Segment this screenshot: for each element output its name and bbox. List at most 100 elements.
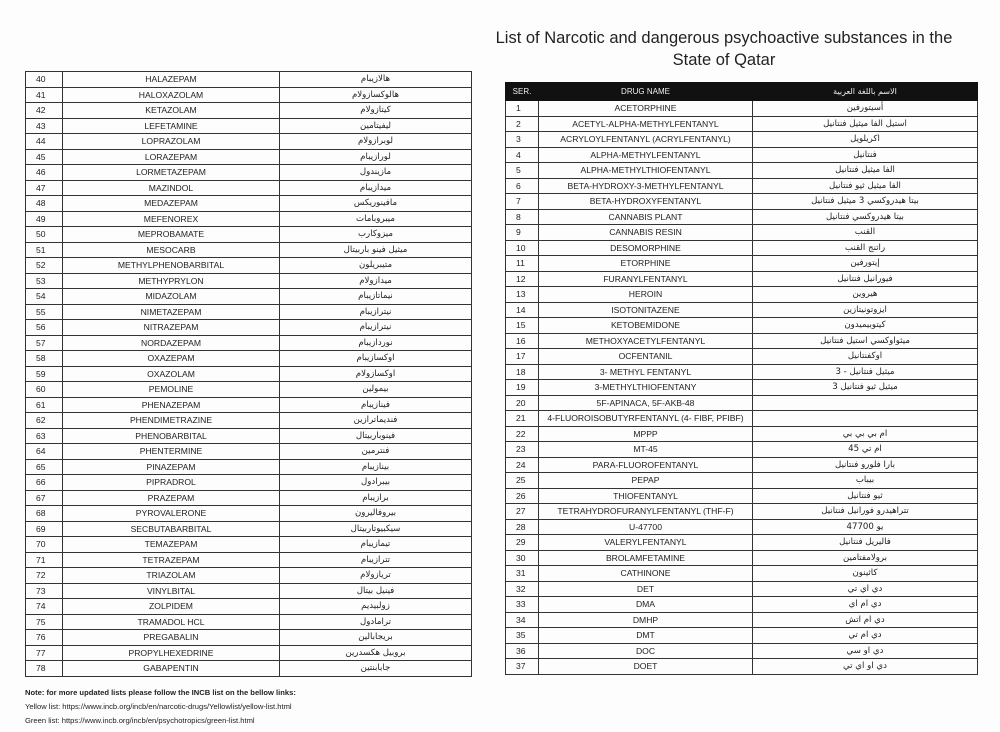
drug-name-cell: ACETORPHINE: [538, 100, 753, 117]
table-row: 60 PEMOLINE بيمولين: [25, 381, 472, 398]
ser-cell: 40: [25, 71, 63, 88]
table-row: 3 ACRYLOYLFENTANYL (ACRYLFENTANYL) اكريلوي…: [505, 131, 978, 148]
arabic-name-cell: فنديماترازين: [279, 412, 472, 429]
arabic-name-cell: نيترازيبام: [279, 319, 472, 336]
drug-name-cell: HEROIN: [538, 286, 753, 303]
ser-cell: 5: [505, 162, 539, 179]
table-row: 35 DMT دي ام تي: [505, 627, 978, 644]
table-row: 53 METHYPRYLON ميدازولام: [25, 272, 472, 289]
arabic-name-cell: ميدازولام: [279, 272, 472, 289]
drug-name-cell: MESOCARB: [62, 241, 280, 258]
drug-name-cell: CANNABIS PLANT: [538, 208, 753, 225]
drug-name-cell: DESOMORPHINE: [538, 239, 753, 256]
ser-cell: 69: [25, 520, 63, 537]
ser-cell: 50: [25, 226, 63, 243]
ser-cell: 4: [505, 146, 539, 163]
drug-name-cell: ACETYL-ALPHA-METHYLFENTANYL: [538, 115, 753, 132]
ser-cell: 17: [505, 348, 539, 365]
table-row: 64 PHENTERMINE فنترمين: [25, 443, 472, 460]
ser-cell: 47: [25, 179, 63, 196]
drug-name-cell: VINYLBITAL: [62, 582, 280, 599]
arabic-name-cell: دي ام اي: [752, 596, 978, 613]
drug-name-cell: DMHP: [538, 611, 753, 628]
ser-cell: 22: [505, 425, 539, 442]
ser-cell: 2: [505, 115, 539, 132]
arabic-name-cell: بيباب: [752, 472, 978, 489]
table-header: SER. DRUG NAME الاسم باللغة العربية: [505, 82, 978, 101]
ser-cell: 35: [505, 627, 539, 644]
drug-name-cell: MIDAZOLAM: [62, 288, 280, 305]
arabic-name-cell: لوبرازولام: [279, 133, 472, 150]
table-row: 50 MEPROBAMATE ميزوكارب: [25, 226, 472, 243]
drug-name-cell: PHENTERMINE: [62, 443, 280, 460]
table-row: 55 NIMETAZEPAM نيترازيبام: [25, 303, 472, 320]
arabic-name-cell: دي او اي تي: [752, 658, 978, 675]
arabic-name-cell: هالازيبام: [279, 71, 472, 88]
table-row: 71 TETRAZEPAM تترازيبام: [25, 551, 472, 568]
green-list-link[interactable]: Green list: https://www.incb.org/incb/en…: [25, 716, 255, 725]
table-row: 40 HALAZEPAM هالازيبام: [25, 71, 472, 88]
arabic-name-cell: هيروين: [752, 286, 978, 303]
ser-cell: 64: [25, 443, 63, 460]
ser-cell: 16: [505, 332, 539, 349]
table-row: 15 KETOBEMIDONE كيتوبيميدون: [505, 317, 978, 334]
ser-cell: 24: [505, 456, 539, 473]
drug-table: SER. DRUG NAME الاسم باللغة العربية 1 ACE…: [505, 82, 978, 675]
drug-name-cell: 5F-APINACA, 5F-AKB-48: [538, 394, 753, 411]
drug-name-cell: GABAPENTIN: [62, 660, 280, 677]
arabic-name-cell: نيترازيبام: [279, 303, 472, 320]
ser-cell: 13: [505, 286, 539, 303]
document-title-line2: State of Qatar: [672, 51, 776, 69]
table-row: 46 LORMETAZEPAM مازيندول: [25, 164, 472, 181]
table-row: 69 SECBUTABARBITAL سيكبيوتاربيتال: [25, 520, 472, 537]
drug-name-cell: MEPROBAMATE: [62, 226, 280, 243]
ser-cell: 57: [25, 334, 63, 351]
arabic-name-cell: نوردازيبام: [279, 334, 472, 351]
yellow-list-link[interactable]: Yellow list: https://www.incb.org/incb/e…: [25, 702, 292, 711]
arabic-name-cell: كيتازولام: [279, 102, 472, 119]
ser-cell: 21: [505, 410, 539, 427]
arabic-name-cell: القنب: [752, 224, 978, 241]
arabic-name-cell: تتراهيدرو فورانيل فنتانيل: [752, 503, 978, 520]
ser-cell: 59: [25, 365, 63, 382]
drug-name-cell: ZOLPIDEM: [62, 598, 280, 615]
table-row: 45 LORAZEPAM لورازيبام: [25, 148, 472, 165]
arabic-name-cell: ميثيل فينو باربيتال: [279, 241, 472, 258]
arabic-name-cell: بريجابالين: [279, 629, 472, 646]
arabic-name-cell: فنتانيل: [752, 146, 978, 163]
table-row: 74 ZOLPIDEM زولبيديم: [25, 598, 472, 615]
ser-cell: 51: [25, 241, 63, 258]
arabic-name-cell: [752, 394, 978, 411]
drug-name-cell: OXAZEPAM: [62, 350, 280, 367]
table-row: 36 DOC دي او سي: [505, 642, 978, 659]
arabic-name-cell: فينوباربيتال: [279, 427, 472, 444]
drug-name-cell: 3-METHYLTHIOFENTANY: [538, 379, 753, 396]
table-row: 52 METHYLPHENOBARBITAL متيبريلون: [25, 257, 472, 274]
drug-name-cell: SECBUTABARBITAL: [62, 520, 280, 537]
arabic-name-cell: ثيو فنتانيل: [752, 487, 978, 504]
arabic-name-cell: ايزوتونيتازين: [752, 301, 978, 318]
table-row: 7 BETA-HYDROXYFENTANYL بيتا هيدروكسي 3 ميث…: [505, 193, 978, 210]
table-row: 56 NITRAZEPAM نيترازيبام: [25, 319, 472, 336]
ser-cell: 67: [25, 489, 63, 506]
drug-name-cell: MEFENOREX: [62, 210, 280, 227]
drug-name-cell: METHYLPHENOBARBITAL: [62, 257, 280, 274]
arabic-name-cell: ميبروبامات: [279, 210, 472, 227]
ser-cell: 66: [25, 474, 63, 491]
table-row: 5 ALPHA-METHYLTHIOFENTANYL الفا ميثيل فنتا…: [505, 162, 978, 179]
drug-name-cell: PHENDIMETRAZINE: [62, 412, 280, 429]
table-row: 13 HEROIN هيروين: [505, 286, 978, 303]
ser-cell: 10: [505, 239, 539, 256]
arabic-name-cell: نيماتازيبام: [279, 288, 472, 305]
drug-name-cell: BROLAMFETAMINE: [538, 549, 753, 566]
table-row: 43 LEFETAMINE ليفيتامين: [25, 117, 472, 134]
header-arabic-name: الاسم باللغة العربية: [752, 82, 978, 101]
drug-name-cell: LORAZEPAM: [62, 148, 280, 165]
document-title-line1: List of Narcotic and dangerous psychoact…: [495, 29, 953, 47]
drug-name-cell: FURANYLFENTANYL: [538, 270, 753, 287]
drug-name-cell: BETA-HYDROXYFENTANYL: [538, 193, 753, 210]
ser-cell: 53: [25, 272, 63, 289]
arabic-name-cell: راتنج القنب: [752, 239, 978, 256]
table-row: 70 TEMAZEPAM تيمازيبام: [25, 536, 472, 553]
ser-cell: 74: [25, 598, 63, 615]
